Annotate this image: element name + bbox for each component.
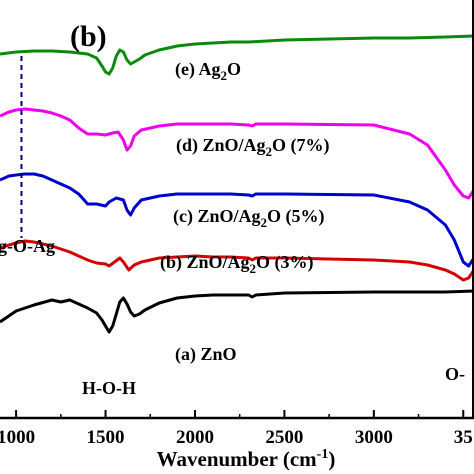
x-tick-label: 35 bbox=[454, 427, 473, 448]
series-line-0 bbox=[0, 289, 474, 334]
x-tick-label: 1500 bbox=[87, 427, 125, 448]
x-axis-label: Wavenumber (cm-1) bbox=[157, 447, 336, 471]
series-label-1: (b) ZnO/Ag2O (3%) bbox=[160, 252, 314, 276]
x-tick-label: 1000 bbox=[0, 427, 35, 448]
series-line-4 bbox=[0, 34, 474, 76]
x-tick-label: 2500 bbox=[265, 427, 303, 448]
annotation-2: g-O-Ag bbox=[0, 236, 55, 256]
annotation-1: O- bbox=[445, 364, 465, 384]
series-line-3 bbox=[0, 107, 474, 200]
panel-label: (b) bbox=[70, 20, 107, 53]
series-label-2: (c) ZnO/Ag2O (5%) bbox=[173, 206, 325, 230]
series-line-1 bbox=[0, 239, 474, 282]
series-label-4: (e) Ag2O bbox=[175, 59, 241, 83]
x-tick-label: 2000 bbox=[176, 427, 214, 448]
series-label-3: (d) ZnO/Ag2O (7%) bbox=[176, 135, 330, 159]
series-label-0: (a) ZnO bbox=[175, 344, 237, 365]
series-line-2 bbox=[0, 172, 474, 268]
annotation-0: H-O-H bbox=[82, 378, 136, 398]
x-tick-label: 3000 bbox=[355, 427, 393, 448]
plot-area bbox=[0, 34, 474, 334]
